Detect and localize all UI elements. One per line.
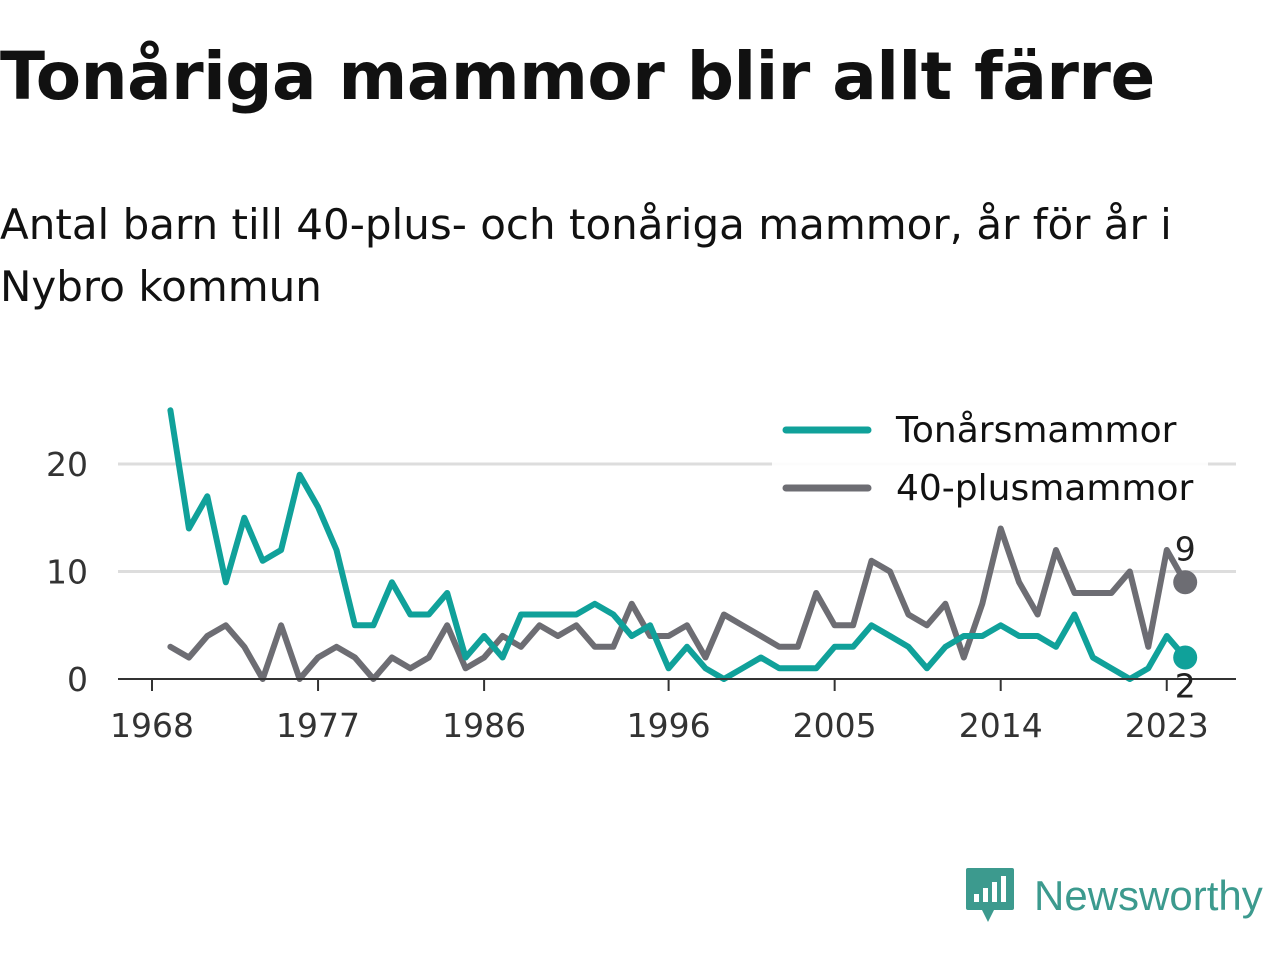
x-tick-label: 1968 [110,706,194,745]
legend-label-tonarsmammor: Tonårsmammor [895,410,1177,451]
end-value-label: 2 [1175,667,1196,706]
brand-logo: Newsworthy [964,864,1263,928]
x-tick-label: 2014 [959,706,1043,745]
series-end-markers: 29 [1173,529,1198,706]
legend: Tonårsmammor 40-plusmammor [772,402,1208,524]
x-tick-label: 1986 [442,706,526,745]
legend-background [772,402,1208,524]
y-tick-label: 10 [46,553,88,592]
x-tick-label: 1977 [276,706,360,745]
x-axis-ticks: 1968 1977 1986 1996 2005 2014 2023 [110,679,1209,745]
series-line-40plusmammor [167,525,1189,682]
y-axis-ticks: 0 10 20 [46,445,88,699]
chart-title: Tonåriga mammor blir allt färre [0,38,1155,115]
series-lines [167,407,1189,682]
brand-name: Newsworthy [1034,872,1263,919]
end-marker-40plusmammor [1173,570,1198,595]
x-tick-label: 1996 [627,706,711,745]
series-line-tonarsmammor [167,407,1189,682]
legend-label-40plusmammor: 40-plusmammor [896,468,1194,509]
x-tick-label: 2023 [1125,706,1209,745]
end-marker-tonarsmammor [1173,645,1198,670]
chart-subtitle: Antal barn till 40-plus- och tonåriga ma… [0,200,1172,311]
newsworthy-logo-icon [966,868,1014,922]
y-tick-label: 0 [67,660,88,699]
end-value-label: 9 [1175,529,1196,568]
y-tick-label: 20 [46,445,88,484]
x-tick-label: 2005 [793,706,877,745]
